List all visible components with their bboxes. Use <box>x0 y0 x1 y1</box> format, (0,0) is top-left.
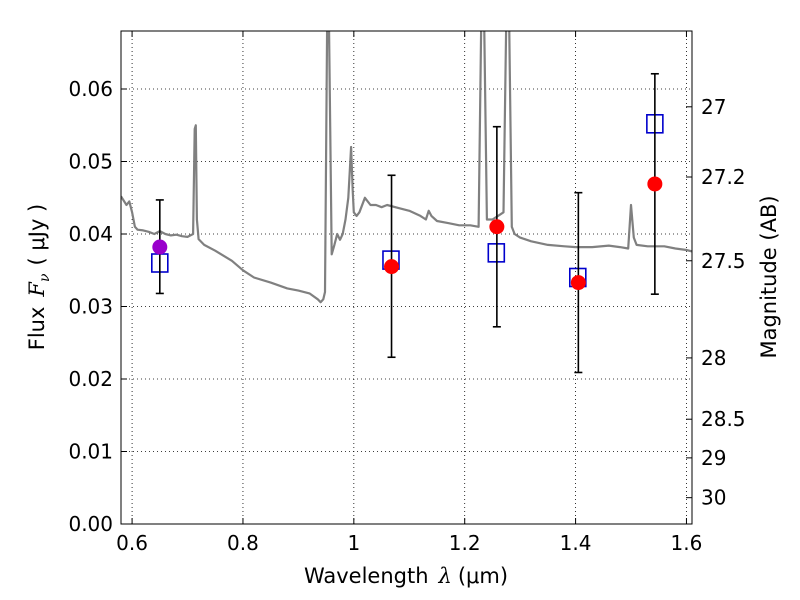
x-tick-label: 1.2 <box>449 531 481 555</box>
y-tick-label: 0.02 <box>68 367 113 391</box>
y2-tick-label: 29 <box>701 446 726 470</box>
y2-tick-label: 27.2 <box>701 165 746 189</box>
template-spectrum-line <box>121 31 692 304</box>
y-tick-label: 0.04 <box>68 222 113 246</box>
x-tick-label: 0.6 <box>116 531 148 555</box>
observed-flux-point <box>384 259 400 275</box>
y-tick-label: 0.00 <box>68 512 113 536</box>
observed-flux-point <box>647 176 663 192</box>
y2-tick-label: 30 <box>701 486 726 510</box>
x-axis-label: Wavelength λ (μm) <box>304 564 508 588</box>
observed-flux-point <box>570 275 586 291</box>
observed-flux-point <box>489 219 505 235</box>
y2-tick-label: 27 <box>701 95 726 119</box>
y-tick-label: 0.03 <box>68 295 113 319</box>
plot-background <box>121 31 692 524</box>
y-axis-label: FluxFν( μJy ) <box>25 204 53 350</box>
y-tick-label: 0.06 <box>68 77 113 101</box>
ticks: 0.6 0.8 1 1.2 1.4 1.6 0.00 0.01 0.02 0.03 0.04 0.05… <box>68 31 746 555</box>
y2-tick-label: 28.5 <box>701 407 746 431</box>
plot-frame <box>120 30 693 525</box>
x-tick-label: 1 <box>347 531 360 555</box>
y2-axis-label: Magnitude (AB) <box>757 195 781 358</box>
y-tick-label: 0.05 <box>68 150 113 174</box>
error-bars <box>152 72 663 374</box>
y2-tick-label: 28 <box>701 346 726 370</box>
x-tick-label: 1.4 <box>560 531 592 555</box>
y-tick-label: 0.01 <box>68 440 113 464</box>
y2-tick-label: 27.5 <box>701 249 746 273</box>
x-tick-label: 1.6 <box>671 531 703 555</box>
x-tick-label: 0.8 <box>227 531 259 555</box>
observed-flux-point <box>152 239 168 255</box>
